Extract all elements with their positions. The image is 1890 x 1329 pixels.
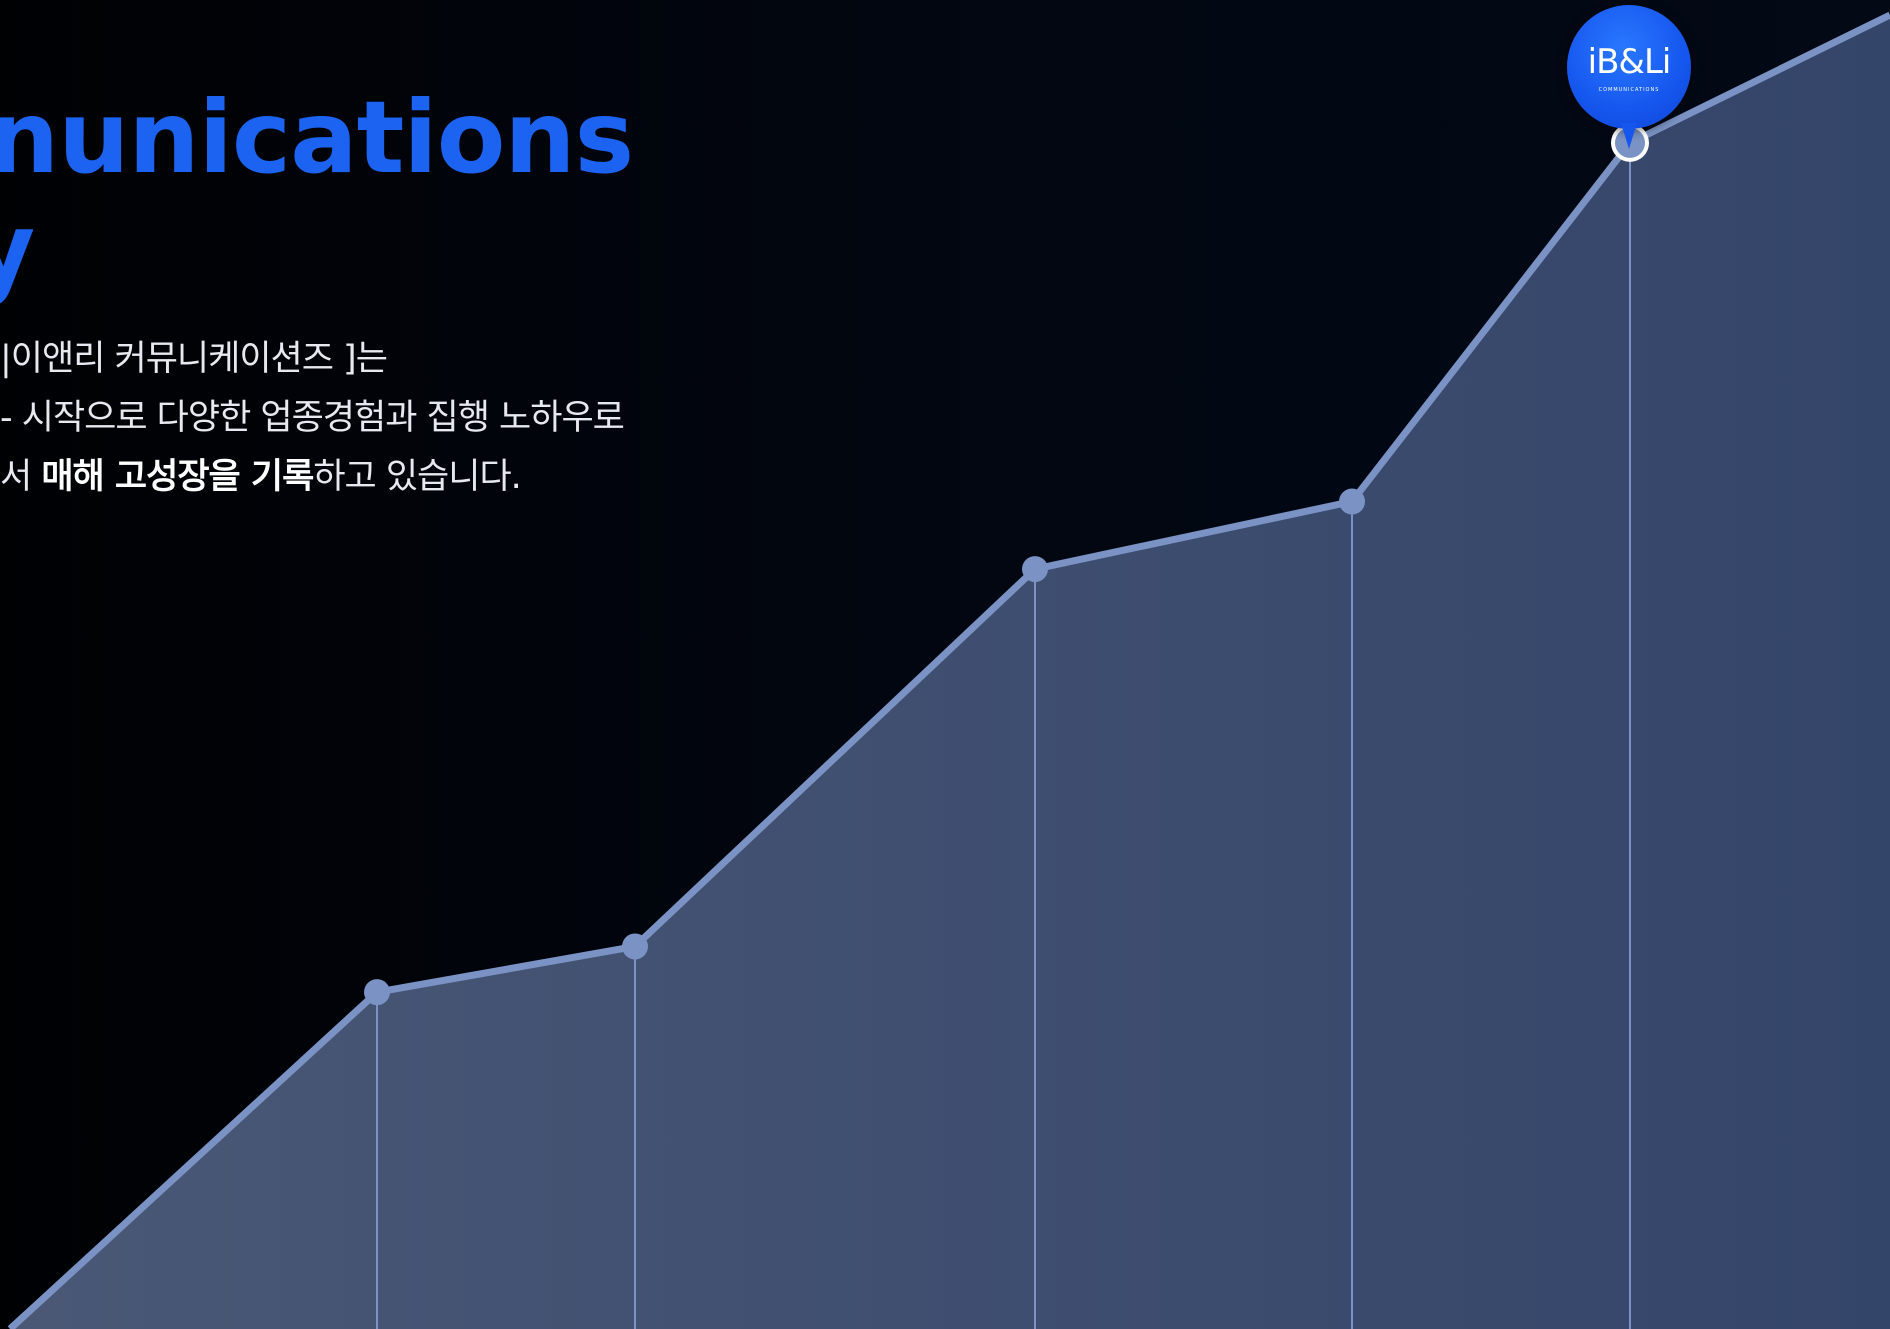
intro-line-1: |이앤리 커뮤니케이션즈 ]는 bbox=[0, 339, 388, 379]
headline-line-1: nunications bbox=[0, 79, 634, 196]
intro-paragraph: |이앤리 커뮤니케이션즈 ]는 - 시작으로 다양한 업종경험과 집행 노하우로… bbox=[0, 330, 625, 507]
chart-data-point bbox=[622, 933, 648, 960]
chart-data-point bbox=[1022, 556, 1048, 583]
intro-line-3-suffix: 하고 있습니다. bbox=[313, 457, 521, 497]
company-logo-subtext: COMMUNICATIONS bbox=[1598, 87, 1660, 93]
chart-area-fill bbox=[10, 15, 1890, 1329]
intro-line-3-highlight: 매해 고성장을 기록 bbox=[41, 457, 314, 497]
intro-line-2: - 시작으로 다양한 업종경험과 집행 노하우로 bbox=[0, 398, 625, 438]
intro-line-3-prefix: 서 bbox=[0, 457, 42, 497]
chart-data-point bbox=[1339, 488, 1365, 515]
chart-data-point bbox=[364, 979, 390, 1006]
company-logo-marker: iB&Li COMMUNICATIONS bbox=[1567, 5, 1691, 149]
headline-line-2: y bbox=[0, 191, 35, 308]
intro-line-3: 서 매해 고성장을 기록하고 있습니다. bbox=[0, 448, 624, 507]
company-logo-text: iB&Li bbox=[1587, 42, 1672, 82]
